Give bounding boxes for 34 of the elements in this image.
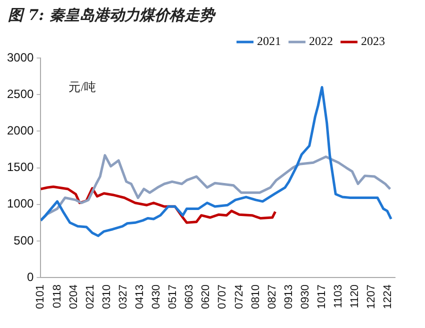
y-tick-label: 1500 (6, 160, 34, 174)
x-tick-label: 0810 (250, 284, 262, 310)
legend-label: 2021 (257, 34, 281, 48)
x-tick-label: 0620 (200, 284, 212, 310)
legend-label: 2023 (361, 34, 385, 48)
legend-label: 2022 (309, 34, 333, 48)
x-tick-label: 0118 (51, 284, 64, 308)
y-axis-title: 元/吨 (68, 80, 96, 94)
chart-title: 图 7: 秦皇岛港动力煤价格走势 (7, 5, 217, 26)
x-tick-label: 0724 (233, 284, 246, 310)
x-tick-label: 0827 (266, 284, 278, 310)
x-tick-label: 0930 (299, 284, 312, 310)
x-tick-label: 0413 (134, 284, 146, 310)
x-tick-label: 1120 (349, 284, 362, 308)
x-tick-label: 0101 (34, 284, 47, 310)
y-tick-label: 3000 (6, 50, 34, 64)
y-tick-label: 2500 (6, 86, 34, 101)
x-tick-label: 1224 (382, 284, 394, 310)
x-tick-label: 1207 (366, 284, 378, 310)
x-tick-label: 1103 (332, 284, 345, 308)
x-tick-label: 0430 (150, 284, 163, 310)
x-tick-label: 0204 (68, 284, 80, 310)
x-tick-label: 0707 (216, 284, 229, 310)
x-tick-label: 1017 (316, 284, 328, 310)
y-tick-label: 2000 (6, 123, 34, 138)
x-tick-label: 0603 (184, 284, 196, 310)
x-tick-label: 0310 (100, 284, 113, 310)
x-tick-label: 0221 (84, 284, 96, 310)
y-tick-label: 500 (14, 233, 34, 248)
x-tick-label: 0517 (167, 284, 180, 310)
x-tick-label: 0913 (282, 284, 295, 310)
x-tick-label: 0327 (117, 284, 130, 310)
y-tick-label: 1000 (6, 196, 34, 211)
y-tick-label: 0 (27, 270, 34, 284)
